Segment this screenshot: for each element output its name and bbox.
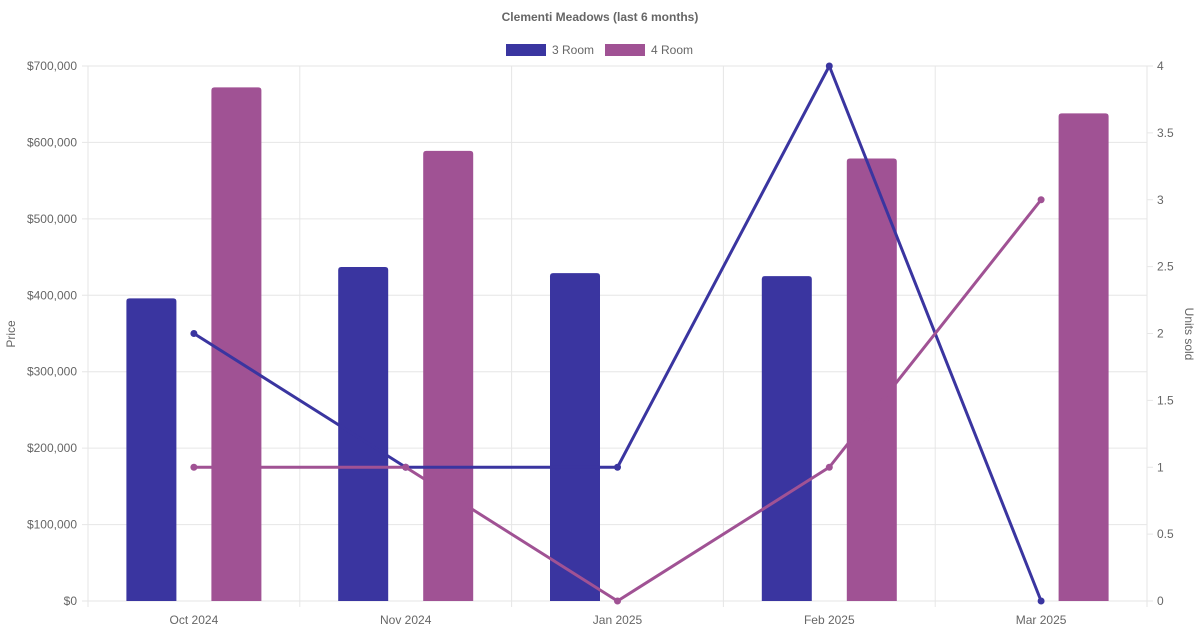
point-units-3-room-oct-2024[interactable]: [190, 330, 198, 337]
x-tick-label-oct-2024: Oct 2024: [170, 613, 219, 627]
y-right-axis-title: Units sold: [1182, 308, 1196, 361]
y-right-tick-label: 2: [1157, 327, 1164, 341]
point-units-4-room-mar-2025[interactable]: [1037, 196, 1045, 204]
x-tick-label-nov-2024: Nov 2024: [380, 613, 432, 627]
y-right-tick-label: 3: [1157, 193, 1164, 207]
y-right-tick-label: 0: [1157, 594, 1164, 608]
y-left-tick-label: $0: [64, 594, 78, 608]
bar-4-room-oct-2024[interactable]: [211, 87, 262, 601]
y-right-axis: 0 0.5 1 1.5 2 2.5 3 3.5 4: [1147, 59, 1174, 608]
point-units-4-room-jan-2025[interactable]: [614, 597, 621, 605]
x-tick-label-feb-2025: Feb 2025: [804, 613, 855, 627]
bar-3-room-oct-2024[interactable]: [126, 298, 177, 601]
y-right-tick-label: 1.5: [1157, 393, 1174, 407]
bars: [126, 87, 1109, 602]
legend: 3 Room 4 Room: [506, 43, 693, 57]
y-left-tick-label: $100,000: [27, 518, 77, 532]
y-left-tick-label: $400,000: [27, 288, 77, 302]
y-right-tick-label: 3.5: [1157, 126, 1174, 140]
y-right-tick-label: 4: [1157, 59, 1164, 73]
legend-swatch-4-room: [605, 44, 645, 56]
bar-3-room-feb-2025[interactable]: [761, 276, 812, 601]
y-left-axis: $0 $100,000 $200,000 $300,000 $400,000 $500,0…: [27, 59, 77, 608]
y-left-tick-label: $600,000: [27, 135, 77, 149]
y-left-tick-label: $300,000: [27, 365, 77, 379]
bar-4-room-mar-2025[interactable]: [1058, 113, 1109, 601]
bar-4-room-nov-2024[interactable]: [423, 150, 474, 602]
bar-3-room-jan-2025[interactable]: [550, 273, 600, 601]
y-right-tick-label: 1: [1157, 460, 1164, 474]
legend-label-3-room: 3 Room: [552, 43, 594, 57]
y-left-tick-label: $200,000: [27, 441, 77, 455]
y-right-tick-label: 0.5: [1157, 527, 1174, 541]
chart-title: Clementi Meadows (last 6 months): [502, 10, 699, 24]
lines: [190, 62, 1045, 605]
line-units-4-room: [193, 198, 1043, 603]
legend-swatch-3-room: [506, 44, 546, 56]
point-units-3-room-feb-2025[interactable]: [825, 62, 833, 70]
y-left-tick-label: $700,000: [27, 59, 77, 73]
x-tick-label-mar-2025: Mar 2025: [1016, 613, 1067, 627]
x-axis: Oct 2024 Nov 2024 Jan 2025 Feb 2025 Mar 2025: [170, 613, 1067, 627]
point-units-3-room-jan-2025[interactable]: [614, 463, 621, 471]
legend-item-3-room[interactable]: 3 Room: [506, 43, 594, 57]
y-left-axis-title: Price: [4, 320, 18, 348]
legend-item-4-room[interactable]: 4 Room: [605, 43, 693, 57]
line-units-3-room: [193, 64, 1043, 602]
y-right-tick-label: 2.5: [1157, 260, 1174, 274]
legend-label-4-room: 4 Room: [651, 43, 693, 57]
bar-3-room-nov-2024[interactable]: [338, 267, 389, 601]
point-units-3-room-mar-2025[interactable]: [1037, 597, 1045, 605]
x-tick-label-jan-2025: Jan 2025: [593, 613, 643, 627]
y-left-tick-label: $500,000: [27, 212, 77, 226]
point-units-4-room-oct-2024[interactable]: [190, 463, 198, 471]
point-units-4-room-feb-2025[interactable]: [825, 463, 833, 471]
bar-4-room-feb-2025[interactable]: [846, 158, 897, 601]
point-units-4-room-nov-2024[interactable]: [402, 463, 410, 471]
